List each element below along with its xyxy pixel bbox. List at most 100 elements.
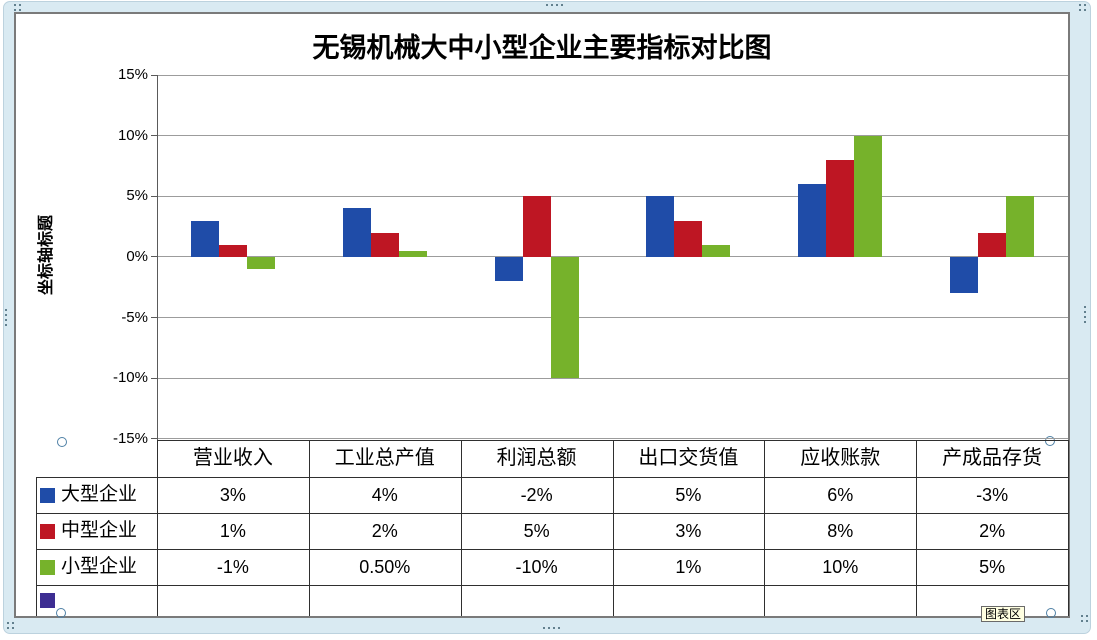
- bar-series1-cat3[interactable]: [494, 257, 523, 282]
- y-tick-label[interactable]: -15%: [112, 429, 148, 447]
- legend-key-3[interactable]: [40, 559, 55, 575]
- grip-dot: [546, 4, 548, 6]
- value-cell-series2-cat6[interactable]: 2%: [979, 521, 1006, 541]
- grip-dot: [1084, 311, 1086, 313]
- value-cell-series1-cat1[interactable]: 3%: [219, 485, 246, 505]
- bar-series3-cat1[interactable]: [246, 257, 275, 270]
- chart-area[interactable]: 无锡机械大中小型企业主要指标对比图 坐标轴标题 图表区 15% 10% 5% 0% -5…: [14, 12, 1070, 622]
- selection-handle-top-left[interactable]: [57, 437, 67, 447]
- value-cell-series1-cat5[interactable]: 6%: [827, 485, 854, 505]
- bar-series1-cat2[interactable]: [342, 208, 371, 257]
- bar-series2-cat1[interactable]: [218, 244, 247, 257]
- grip-dot: [1079, 9, 1081, 11]
- legend-col-border: [36, 477, 37, 616]
- value-cell-series2-cat2[interactable]: 2%: [371, 521, 398, 541]
- bar-series2-cat5[interactable]: [826, 159, 855, 257]
- grip-dot: [1086, 615, 1088, 617]
- y-axis-title[interactable]: 坐标轴标题: [38, 215, 55, 296]
- value-cell-series2-cat5[interactable]: 8%: [827, 521, 854, 541]
- table-col-border: [916, 440, 918, 616]
- value-cell-series3-cat4[interactable]: 1%: [675, 557, 702, 577]
- table-col-border: [1068, 440, 1069, 616]
- grip-dot: [551, 4, 553, 6]
- grip-dot: [14, 4, 16, 6]
- category-header-6[interactable]: 产成品存货: [942, 447, 1043, 469]
- value-cell-series2-cat1[interactable]: 1%: [219, 521, 246, 541]
- legend-label-1[interactable]: 大型企业: [61, 484, 138, 505]
- y-tick-label[interactable]: -5%: [121, 308, 148, 326]
- y-tick-label[interactable]: 10%: [117, 126, 148, 144]
- bar-series3-cat4[interactable]: [702, 244, 731, 257]
- gridline: [157, 438, 1068, 440]
- y-axis-line[interactable]: [157, 75, 158, 440]
- grip-dot: [553, 627, 555, 629]
- y-tick-label[interactable]: 5%: [126, 187, 148, 205]
- bar-series3-cat2[interactable]: [398, 250, 427, 257]
- selection-handle-bottom-right[interactable]: [1046, 608, 1056, 618]
- category-header-5[interactable]: 应收账款: [800, 447, 881, 469]
- category-header-2[interactable]: 工业总产值: [334, 447, 435, 469]
- grip-dot: [1084, 321, 1086, 323]
- legend-key-1[interactable]: [40, 487, 55, 503]
- selection-handle-top-right[interactable]: [1045, 436, 1055, 446]
- gridline: [157, 135, 1068, 137]
- bar-series1-cat6[interactable]: [950, 257, 979, 294]
- category-header-1[interactable]: 营业收入: [192, 447, 273, 469]
- value-cell-series3-cat2[interactable]: 0.50%: [359, 557, 411, 577]
- category-header-4[interactable]: 出口交货值: [638, 447, 739, 469]
- chart-title[interactable]: 无锡机械大中小型企业主要指标对比图: [312, 33, 772, 63]
- grip-dot: [1081, 615, 1083, 617]
- grip-dot: [12, 622, 14, 624]
- selection-handle-bottom-left[interactable]: [56, 608, 66, 618]
- gridline: [157, 256, 1068, 258]
- grip-dot: [558, 627, 560, 629]
- y-tick-label[interactable]: 0%: [126, 247, 148, 265]
- value-cell-series1-cat6[interactable]: -3%: [976, 485, 1009, 505]
- value-cell-series1-cat2[interactable]: 4%: [371, 485, 398, 505]
- value-cell-series3-cat1[interactable]: -1%: [216, 557, 249, 577]
- grip-dot: [1084, 4, 1086, 6]
- y-axis-tick: [151, 377, 157, 379]
- legend-label-2[interactable]: 中型企业: [61, 520, 138, 541]
- bar-series1-cat4[interactable]: [646, 196, 675, 257]
- value-cell-series1-cat3[interactable]: -2%: [520, 485, 553, 505]
- bar-series1-cat5[interactable]: [798, 184, 827, 257]
- value-cell-series1-cat4[interactable]: 5%: [675, 485, 702, 505]
- table-row-border: [36, 549, 1068, 550]
- value-cell-series2-cat4[interactable]: 3%: [675, 521, 702, 541]
- y-axis-tick: [151, 256, 157, 258]
- grip-dot: [12, 627, 14, 629]
- bar-series3-cat5[interactable]: [854, 135, 883, 257]
- bar-series3-cat6[interactable]: [1006, 196, 1035, 257]
- legend-key-4[interactable]: [40, 593, 55, 608]
- legend-key-2[interactable]: [40, 523, 55, 539]
- table-row-border: [36, 477, 1068, 478]
- grip-dot: [19, 9, 21, 11]
- table-col-border: [612, 440, 614, 616]
- table-col-border: [157, 440, 158, 616]
- category-header-3[interactable]: 利润总额: [496, 447, 577, 469]
- bar-series2-cat2[interactable]: [370, 232, 399, 257]
- grip-dot: [5, 314, 7, 316]
- value-cell-series3-cat5[interactable]: 10%: [822, 557, 859, 577]
- grip-dot: [1081, 620, 1083, 622]
- legend-label-3[interactable]: 小型企业: [61, 556, 138, 577]
- bar-series2-cat4[interactable]: [674, 220, 703, 257]
- gridline: [157, 195, 1068, 197]
- gridline: [157, 317, 1068, 319]
- value-cell-series3-cat3[interactable]: -10%: [515, 557, 558, 577]
- grip-dot: [1086, 620, 1088, 622]
- grip-dot: [5, 324, 7, 326]
- y-tick-label[interactable]: 15%: [117, 66, 148, 83]
- grip-dot: [1079, 4, 1081, 6]
- grip-dot: [543, 627, 545, 629]
- grip-dot: [1084, 316, 1086, 318]
- value-cell-series3-cat6[interactable]: 5%: [979, 557, 1006, 577]
- bar-series1-cat1[interactable]: [190, 220, 219, 257]
- bar-series2-cat6[interactable]: [978, 232, 1007, 257]
- table-row-border: [36, 585, 1068, 586]
- bar-series2-cat3[interactable]: [522, 196, 551, 257]
- value-cell-series2-cat3[interactable]: 5%: [523, 521, 550, 541]
- bar-series3-cat3[interactable]: [550, 257, 579, 379]
- y-tick-label[interactable]: -10%: [112, 369, 148, 387]
